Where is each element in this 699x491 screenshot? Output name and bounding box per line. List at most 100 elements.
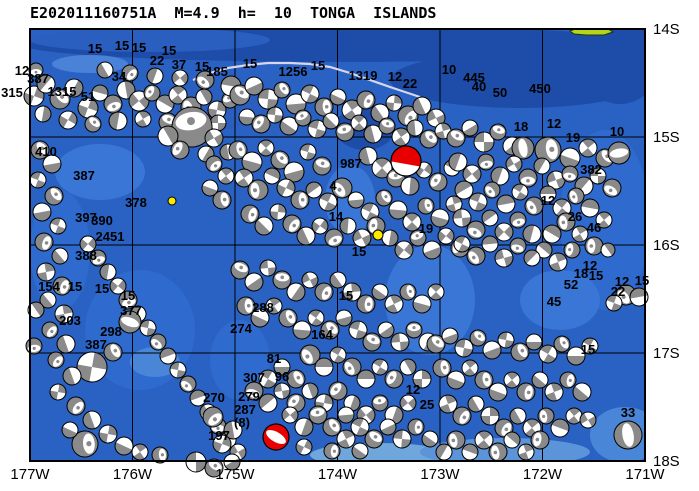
bathymetry-patch [55, 144, 145, 200]
depth-label: 270 [203, 390, 225, 405]
focal-mechanism [405, 321, 423, 339]
focal-mechanism [629, 287, 649, 307]
focal-mechanism [523, 249, 541, 267]
depth-label: 52 [564, 277, 578, 292]
focal-mechanism [446, 430, 466, 450]
depth-label: 15 [352, 244, 366, 259]
depth-label: 33 [621, 405, 635, 420]
focal-mechanism [49, 88, 71, 110]
focal-mechanism [406, 119, 424, 137]
main-event-beachball [390, 145, 422, 177]
focal-mechanism [244, 272, 264, 292]
depth-label: 197 [208, 428, 230, 443]
focal-mechanism [294, 417, 314, 437]
focal-mechanism [146, 67, 164, 85]
focal-mechanism [299, 143, 317, 161]
depth-label: 307 [243, 370, 265, 385]
focal-mechanism [244, 76, 264, 96]
focal-mechanism [511, 183, 529, 201]
focal-mechanism [438, 394, 458, 414]
focal-mechanism [91, 84, 109, 102]
focal-mechanism [134, 110, 152, 128]
focal-mechanism [279, 116, 299, 136]
focal-mechanism [494, 248, 514, 268]
depth-label: 15 [132, 40, 146, 55]
depth-label: 10 [610, 124, 624, 139]
focal-mechanism [348, 320, 368, 340]
depth-label: 12 [406, 382, 420, 397]
focal-mechanism [170, 140, 190, 160]
focal-mechanism [61, 421, 79, 439]
focal-mechanism [518, 168, 538, 188]
focal-mechanism [238, 108, 256, 126]
focal-mechanism [509, 211, 527, 229]
focal-mechanism [437, 227, 455, 245]
focal-mechanism [335, 309, 353, 327]
focal-mechanism [257, 139, 275, 157]
focal-mechanism [189, 389, 207, 407]
focal-mechanism [51, 247, 69, 265]
focal-mechanism [151, 446, 169, 464]
focal-mechanism [259, 259, 277, 277]
focal-mechanism [328, 381, 348, 401]
focal-mechanism [559, 147, 581, 169]
focal-mechanism [584, 236, 604, 256]
focal-mechanism [432, 358, 452, 378]
focal-mechanism [204, 128, 224, 148]
focal-mechanism [314, 282, 334, 302]
depth-label: 15 [95, 281, 109, 296]
depth-label: 185 [206, 64, 228, 79]
focal-mechanism [205, 155, 223, 173]
depth-label: 46 [587, 220, 601, 235]
focal-mechanism [79, 235, 97, 253]
focal-mechanism [42, 154, 62, 174]
focal-mechanism [98, 424, 118, 444]
focal-mechanism [474, 370, 494, 390]
focal-mechanism [229, 84, 251, 106]
focal-mechanism [494, 222, 514, 242]
focal-mechanism [362, 332, 382, 352]
depth-label: 15 [115, 38, 129, 53]
focal-mechanism [266, 106, 284, 124]
focal-mechanism [613, 420, 643, 450]
focal-mechanism [430, 208, 450, 228]
depth-label: 387 [85, 337, 107, 352]
focal-mechanism [337, 406, 355, 424]
focal-mechanism [263, 167, 281, 185]
focal-mechanism [76, 351, 108, 383]
focal-mechanism [179, 375, 197, 393]
focal-mechanism [228, 140, 248, 160]
depth-label: 19 [419, 221, 433, 236]
island-polygon [568, 29, 615, 36]
depth-label: 37 [172, 57, 186, 72]
focal-mechanism [399, 394, 417, 412]
focal-mechanism [270, 150, 290, 170]
focal-mechanism [534, 136, 562, 164]
focal-mechanism [171, 69, 189, 87]
depth-label: 12 [541, 193, 555, 208]
focal-mechanism [556, 212, 576, 232]
focal-mechanism [250, 308, 270, 328]
focal-mechanism [30, 140, 50, 160]
lon-tick-label: 176W [113, 466, 153, 483]
focal-mechanism [82, 410, 102, 430]
focal-mechanism [212, 434, 232, 454]
bathymetry-patch [210, 320, 270, 400]
focal-mechanism [247, 179, 269, 201]
focal-mechanism [311, 217, 329, 235]
focal-mechanism [488, 382, 508, 402]
focal-mechanism [417, 197, 435, 215]
focal-mechanism [474, 430, 494, 450]
focal-mechanism [118, 310, 142, 334]
focal-mechanism [371, 157, 393, 179]
depth-label: 15 [635, 273, 649, 288]
page-title: E202011160751A M=4.9 h= 10 TONGA ISLANDS [30, 4, 437, 22]
lat-tick-label: 14S [653, 21, 680, 38]
lat-tick-label: 16S [653, 237, 680, 254]
focal-mechanism [381, 229, 399, 247]
focal-mechanism [539, 185, 557, 203]
focal-mechanism [446, 370, 466, 390]
focal-mechanism [27, 301, 45, 319]
focal-mechanism [581, 337, 599, 355]
